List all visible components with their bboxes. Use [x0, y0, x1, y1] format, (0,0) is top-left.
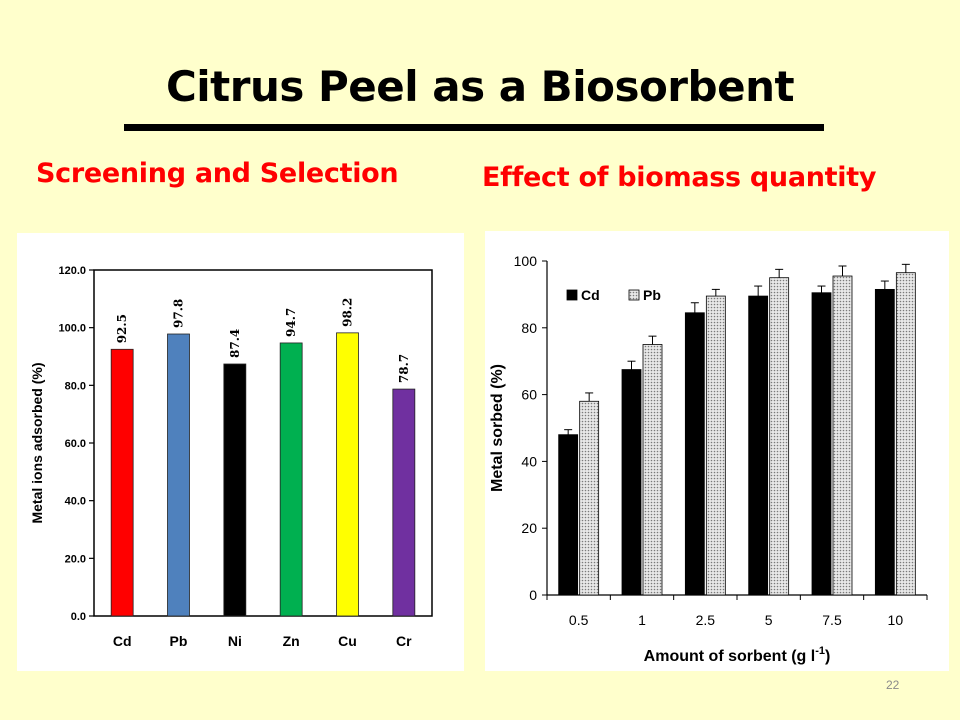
- data-label: 98.2: [341, 298, 355, 327]
- x-axis-title: Amount of sorbent (g l-1): [644, 645, 831, 665]
- bar-cd: [621, 369, 642, 596]
- bar-pb: [705, 295, 726, 596]
- x-tick-label: 1: [638, 612, 646, 628]
- x-tick-label: Zn: [283, 633, 300, 649]
- bar-cu: [336, 332, 359, 617]
- y-tick-label: 60.0: [65, 438, 86, 450]
- bar-pb: [642, 344, 663, 596]
- slide-title: Citrus Peel as a Biosorbent: [165, 62, 795, 111]
- x-axis-title-close: ): [825, 648, 830, 665]
- y-tick-label: 20.0: [65, 553, 86, 565]
- title-underline: [124, 124, 824, 131]
- bar-cr: [392, 388, 416, 617]
- y-tick-label: 100.0: [58, 323, 86, 335]
- y-tick-label: 80.0: [65, 380, 86, 392]
- x-tick-label: Cd: [113, 633, 132, 649]
- bar-cd: [874, 288, 895, 596]
- x-tick-label: 10: [888, 612, 904, 628]
- data-label: 92.5: [115, 314, 129, 343]
- y-tick-label: 120.0: [58, 265, 86, 277]
- data-label: 97.8: [172, 299, 186, 328]
- legend-label-pb: Pb: [643, 287, 661, 303]
- biomass-bar-chart: 0 20 40 60 80 100 0.5 1 2.5 5 7.5 10 Cd Pb Metal sorbe…: [489, 253, 928, 665]
- bar-pb: [832, 275, 853, 596]
- x-axis-title-text: Amount of sorbent (g l: [644, 648, 816, 665]
- x-tick-label: Cr: [396, 633, 412, 649]
- x-axis-title-superscript: -1: [815, 645, 825, 657]
- legend-swatch-pb: [628, 289, 640, 301]
- y-tick-label: 40.0: [65, 496, 86, 508]
- x-tick-label: Pb: [170, 633, 188, 649]
- data-label: 78.7: [397, 354, 411, 383]
- y-tick-label: 20: [521, 520, 537, 536]
- bar-pb: [579, 400, 600, 596]
- bar-cd: [811, 292, 832, 596]
- legend-label-cd: Cd: [581, 287, 600, 303]
- chart-panel-biomass: 0 20 40 60 80 100 0.5 1 2.5 5 7.5 10 Cd Pb Metal sorbe…: [485, 231, 949, 671]
- bar-cd: [110, 348, 134, 617]
- x-tick-label: Cu: [338, 633, 357, 649]
- bar-ni: [223, 363, 247, 617]
- bar-pb: [895, 272, 916, 596]
- bar-pb: [167, 333, 190, 617]
- y-axis-title: Metal ions adsorbed (%): [29, 362, 45, 523]
- y-tick-label: 0.0: [71, 611, 86, 623]
- y-tick-label: 60: [521, 387, 537, 403]
- bar-cd: [558, 434, 579, 596]
- x-tick-label: 5: [765, 612, 773, 628]
- x-tick-label: Ni: [228, 633, 242, 649]
- bar-pb: [769, 277, 790, 596]
- bar-zn: [279, 342, 303, 617]
- subtitle-screening: Screening and Selection: [36, 158, 399, 189]
- screening-bar-chart: 0.0 20.0 40.0 60.0 80.0 100.0 120.0 92.5 Cd 97.8 P…: [29, 265, 433, 649]
- y-tick-label: 0: [529, 587, 537, 603]
- x-tick-label: 2.5: [696, 612, 716, 628]
- plot-frame: [93, 269, 433, 617]
- slide-number: 22: [886, 678, 900, 692]
- bar-cd: [684, 312, 705, 596]
- subtitle-biomass: Effect of biomass quantity: [482, 162, 877, 193]
- y-tick-label: 100: [514, 253, 538, 269]
- y-axis-title: Metal sorbed (%): [489, 364, 506, 492]
- x-tick-label: 0.5: [569, 612, 589, 628]
- y-tick-label: 80: [521, 320, 537, 336]
- legend-swatch-cd: [566, 289, 578, 301]
- data-label: 94.7: [284, 308, 298, 337]
- bar-cd: [748, 295, 769, 596]
- y-tick-label: 40: [521, 453, 537, 469]
- chart-panel-screening: 0.0 20.0 40.0 60.0 80.0 100.0 120.0 92.5 Cd 97.8 P…: [17, 233, 464, 671]
- x-tick-label: 7.5: [822, 612, 842, 628]
- data-label: 87.4: [228, 329, 242, 358]
